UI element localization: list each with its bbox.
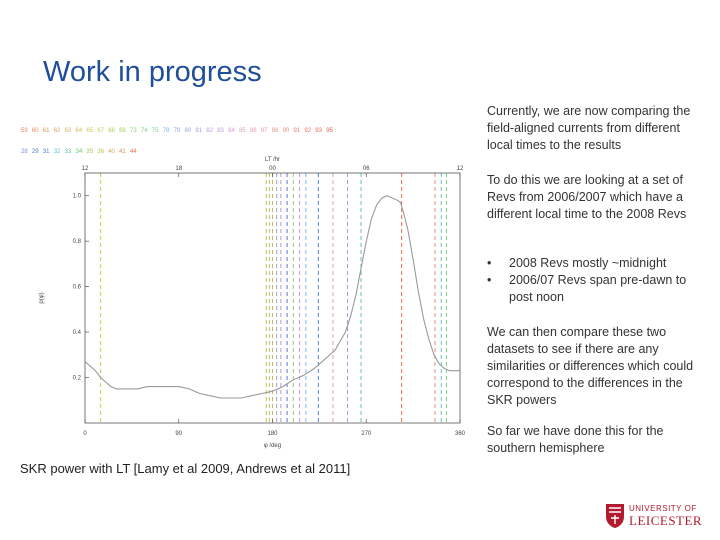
y-tick-label: 0.4 [73, 330, 82, 336]
y-axis-label: p(φ) [39, 292, 45, 303]
legend-label: 90 [283, 128, 290, 134]
paragraph-revs: To do this we are looking at a set of Re… [487, 173, 687, 221]
top-tick-label: 06 [363, 166, 370, 172]
bullet-icon: • [487, 273, 492, 287]
legend-label: 93 [315, 128, 322, 134]
legend-label: 32 [54, 149, 61, 155]
top-tick-label: 00 [269, 166, 276, 172]
legend-label: 41 [119, 149, 126, 155]
logo-line-2: LEICESTER [629, 513, 703, 528]
legend-label: 87 [261, 128, 268, 134]
legend-label: 44 [130, 149, 137, 155]
legend-label: 65 [86, 128, 93, 134]
bullet-text: 2008 Revs mostly ~midnight [509, 256, 667, 270]
legend-label: 64 [76, 128, 83, 134]
legend-label: 78 [163, 128, 170, 134]
shield-icon [606, 504, 624, 528]
legend-label: 60 [32, 128, 39, 134]
bullet-text: 2006/07 Revs span pre-dawn to post noon [509, 273, 687, 304]
top-axis-label: LT /hr [265, 157, 280, 163]
x-tick-label: 90 [175, 431, 182, 437]
legend-label: 81 [195, 128, 202, 134]
bullet-icon: • [487, 256, 492, 270]
legend-label: 92 [304, 128, 311, 134]
logo-line-1: UNIVERSITY OF [629, 504, 697, 513]
legend-label: 67 [97, 128, 104, 134]
bullet-list: • 2008 Revs mostly ~midnight • 2006/07 R… [487, 255, 712, 306]
legend-label: 68 [108, 128, 115, 134]
legend-label: 91 [294, 128, 301, 134]
legend-label: 79 [174, 128, 181, 134]
legend-label: 84 [228, 128, 235, 134]
legend-label: 29 [32, 149, 39, 155]
paragraph-southern: So far we have done this for the souther… [487, 424, 664, 455]
paragraph-comparing: Currently, we are now comparing the fiel… [487, 104, 691, 152]
legend-label: 31 [43, 149, 50, 155]
x-axis-label: φ /deg [264, 443, 281, 449]
x-tick-label: 270 [361, 431, 372, 437]
legend-label: 63 [65, 128, 72, 134]
skr-power-chart: 59 60 61 62 63 64 65 67 68 69 73 74 75 78 79 80 81 82 83 84… [21, 128, 466, 449]
legend-label: 86 [250, 128, 257, 134]
x-tick-label: 0 [83, 431, 87, 437]
y-tick-label: 0.6 [73, 285, 82, 291]
legend-label: 75 [152, 128, 159, 134]
university-logo: UNIVERSITY OF LEICESTER [605, 503, 709, 531]
y-tick-label: 1.0 [73, 194, 82, 200]
legend-label: 33 [65, 149, 72, 155]
legend-label: 59 [21, 128, 28, 134]
legend-label: 40 [108, 149, 115, 155]
paragraph-compare-datasets: We can then compare these two datasets t… [487, 325, 694, 407]
slide-title: Work in progress [43, 56, 262, 88]
legend-label: 36 [97, 149, 104, 155]
chart-caption: SKR power with LT [Lamy et al 2009, Andr… [20, 461, 351, 476]
y-tick-label: 0.8 [73, 239, 82, 245]
top-tick-label: 12 [457, 166, 464, 172]
legend-label: 34 [76, 149, 83, 155]
legend-label: 61 [43, 128, 50, 134]
legend-label: 73 [130, 128, 137, 134]
legend-label: 74 [141, 128, 148, 134]
legend-label: 35 [86, 149, 93, 155]
legend-label: 69 [119, 128, 126, 134]
x-tick-label: 360 [455, 431, 466, 437]
bullet-item: • 2006/07 Revs span pre-dawn to post noo… [487, 272, 712, 306]
legend-label: 83 [217, 128, 224, 134]
y-tick-label: 0.2 [73, 376, 82, 382]
legend-label: 82 [206, 128, 213, 134]
skr-power-line [84, 195, 460, 399]
legend-label: 88 [272, 128, 279, 134]
legend-label: 95 [326, 128, 333, 134]
legend-label: 28 [21, 149, 28, 155]
top-tick-label: 18 [175, 166, 182, 172]
top-tick-label: 12 [82, 166, 89, 172]
legend-label: 62 [54, 128, 61, 134]
bullet-item: • 2008 Revs mostly ~midnight [487, 255, 712, 272]
legend-label: 85 [239, 128, 246, 134]
x-tick-label: 180 [267, 431, 278, 437]
legend-label: 80 [185, 128, 192, 134]
